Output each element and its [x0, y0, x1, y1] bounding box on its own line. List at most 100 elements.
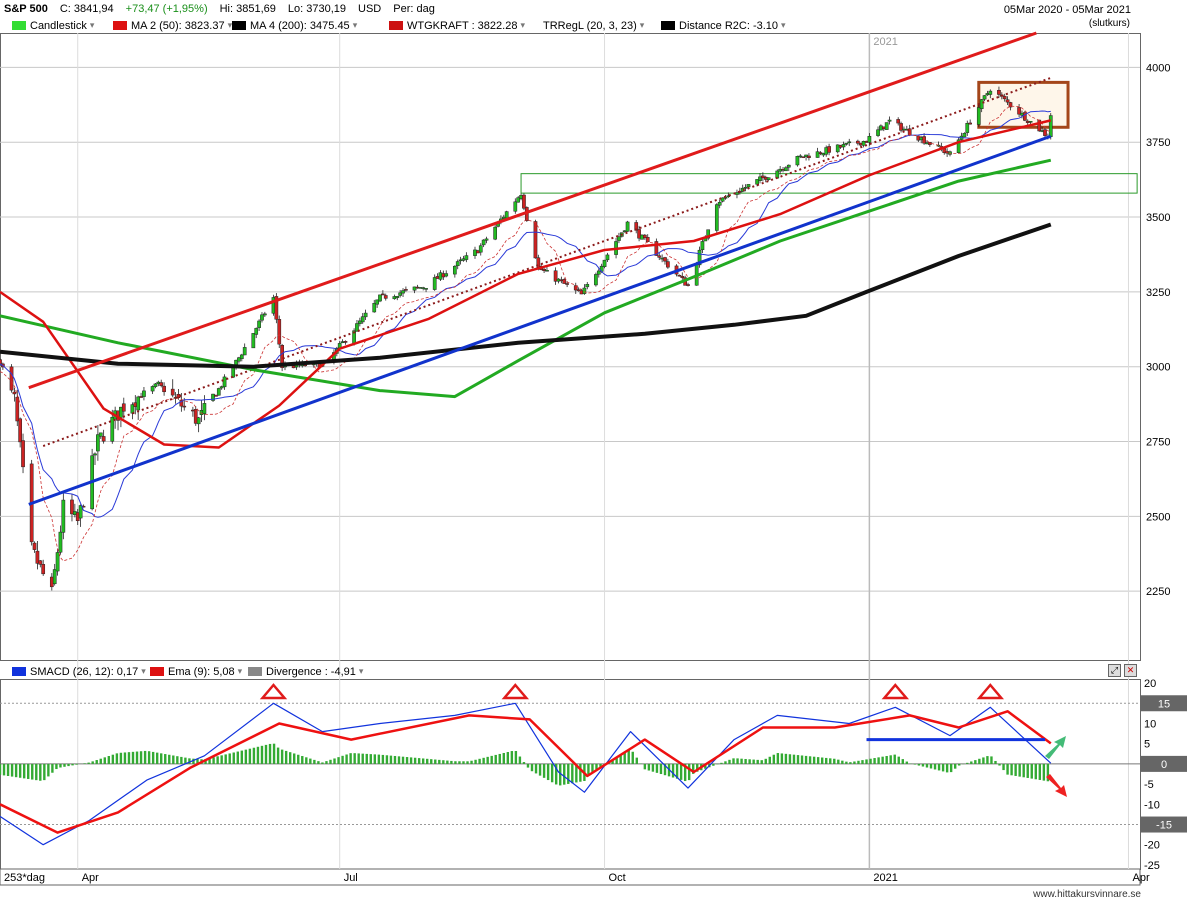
histogram-bar	[792, 754, 796, 764]
candle-body	[35, 550, 40, 564]
candle-body	[807, 155, 811, 158]
histogram-bar	[949, 763, 953, 773]
candle-body	[363, 312, 368, 318]
histogram-bar	[224, 754, 227, 764]
histogram-bar	[478, 758, 481, 764]
candle-body	[827, 146, 831, 153]
chevron-down-icon[interactable]: ▾	[141, 666, 146, 676]
candle-body	[758, 176, 762, 181]
chevron-down-icon[interactable]: ▾	[781, 20, 786, 30]
legend-item[interactable]: SMACD (26, 12): 0,17 ▾	[12, 665, 146, 678]
histogram-bar	[75, 763, 78, 765]
time-tick-label: Oct	[609, 872, 626, 884]
histogram-bar	[990, 756, 993, 764]
legend-item[interactable]: Divergence : -4,91 ▾	[248, 665, 363, 678]
change-value: +73,47 (+1,95%)	[125, 3, 208, 15]
candle-body	[1048, 115, 1053, 137]
histogram-bar	[83, 763, 86, 764]
histogram-bar	[196, 758, 199, 764]
legend-item[interactable]: Candlestick ▾	[12, 19, 94, 32]
histogram-bar	[385, 755, 389, 764]
histogram-bar	[1034, 763, 1037, 780]
chevron-down-icon[interactable]: ▾	[237, 666, 243, 676]
histogram-bar	[740, 758, 743, 764]
chevron-down-icon[interactable]: ▾	[89, 20, 95, 30]
candle-body	[637, 229, 641, 239]
candle-body	[542, 268, 546, 271]
candle-body	[481, 239, 486, 246]
histogram-bar	[135, 751, 139, 764]
chevron-down-icon[interactable]: ▾	[227, 20, 233, 30]
time-tick-label: Apr	[1132, 872, 1149, 884]
price-tick-label: 2250	[1146, 586, 1170, 598]
candle-body	[746, 184, 751, 188]
chevron-down-icon[interactable]: ▾	[358, 666, 364, 676]
histogram-bar	[1022, 763, 1025, 778]
macd-level-badge	[1141, 755, 1187, 772]
legend-item[interactable]: Ema (9): 5,08 ▾	[150, 665, 242, 678]
histogram-bar	[913, 763, 917, 765]
histogram-bar	[256, 746, 260, 764]
histogram-bar	[748, 759, 751, 764]
histogram-bar	[103, 757, 106, 764]
chevron-down-icon[interactable]: ▾	[639, 20, 645, 30]
histogram-bar	[321, 762, 324, 764]
histogram-bar	[788, 754, 792, 764]
histogram-bar	[897, 756, 900, 764]
legend-label: MA 2 (50): 3823.37	[131, 19, 225, 32]
histogram-bar	[647, 763, 651, 771]
chevron-down-icon[interactable]: ▾	[520, 20, 525, 30]
legend-item[interactable]: Distance R2C: -3.10 ▾	[661, 19, 786, 32]
histogram-bar	[288, 752, 292, 764]
zoom-icon[interactable]: ⤢	[1108, 664, 1121, 677]
candle-body	[251, 333, 256, 349]
histogram-bar	[643, 763, 647, 770]
candle-body	[585, 284, 590, 288]
candle-body	[78, 505, 83, 519]
histogram-bar	[732, 758, 735, 764]
histogram-bar	[917, 763, 921, 766]
histogram-bar	[687, 763, 691, 781]
histogram-bar	[127, 752, 131, 764]
histogram-bar	[450, 760, 453, 764]
histogram-bar	[91, 761, 94, 764]
candle-body	[119, 406, 123, 418]
low-value: Lo: 3730,19	[287, 3, 346, 15]
histogram-bar	[1018, 763, 1021, 777]
legend-item[interactable]: WTGKRAFT : 3822.28 ▾	[389, 19, 525, 32]
legend-item[interactable]: TRRegL (20, 3, 23) ▾	[543, 19, 644, 32]
histogram-bar	[800, 755, 804, 764]
histogram-bar	[526, 763, 530, 768]
histogram-bar	[131, 751, 135, 764]
histogram-bar	[470, 760, 473, 764]
histogram-bar	[31, 763, 34, 780]
histogram-bar	[67, 763, 70, 767]
legend-label: Ema (9): 5,08	[168, 665, 235, 678]
histogram-bar	[401, 756, 405, 764]
candle-body	[582, 287, 587, 294]
histogram-bar	[756, 759, 759, 764]
close-icon[interactable]: ✕	[1124, 664, 1137, 677]
candle-body	[968, 122, 973, 125]
legend-label: Divergence : -4,91	[266, 665, 356, 678]
candle-body	[663, 257, 667, 262]
histogram-bar	[236, 751, 239, 764]
legend-swatch	[12, 667, 26, 676]
macd-level-badge	[1141, 695, 1187, 712]
candle-body	[1028, 121, 1033, 123]
legend-item[interactable]: MA 2 (50): 3823.37 ▾	[113, 19, 232, 32]
histogram-bar	[276, 747, 280, 764]
histogram-bar	[837, 759, 840, 764]
histogram-bar	[1046, 763, 1050, 782]
legend-item[interactable]: MA 4 (200): 3475.45 ▾	[232, 19, 357, 32]
candle-body	[657, 255, 662, 258]
histogram-bar	[611, 759, 614, 764]
chevron-down-icon[interactable]: ▾	[352, 20, 358, 30]
candle-body	[956, 139, 961, 153]
candle-body	[196, 417, 201, 425]
histogram-bar	[139, 751, 143, 764]
histogram-bar	[305, 757, 308, 764]
candles	[0, 86, 1053, 591]
histogram-bar	[530, 763, 534, 772]
histogram-bar	[1026, 763, 1029, 778]
